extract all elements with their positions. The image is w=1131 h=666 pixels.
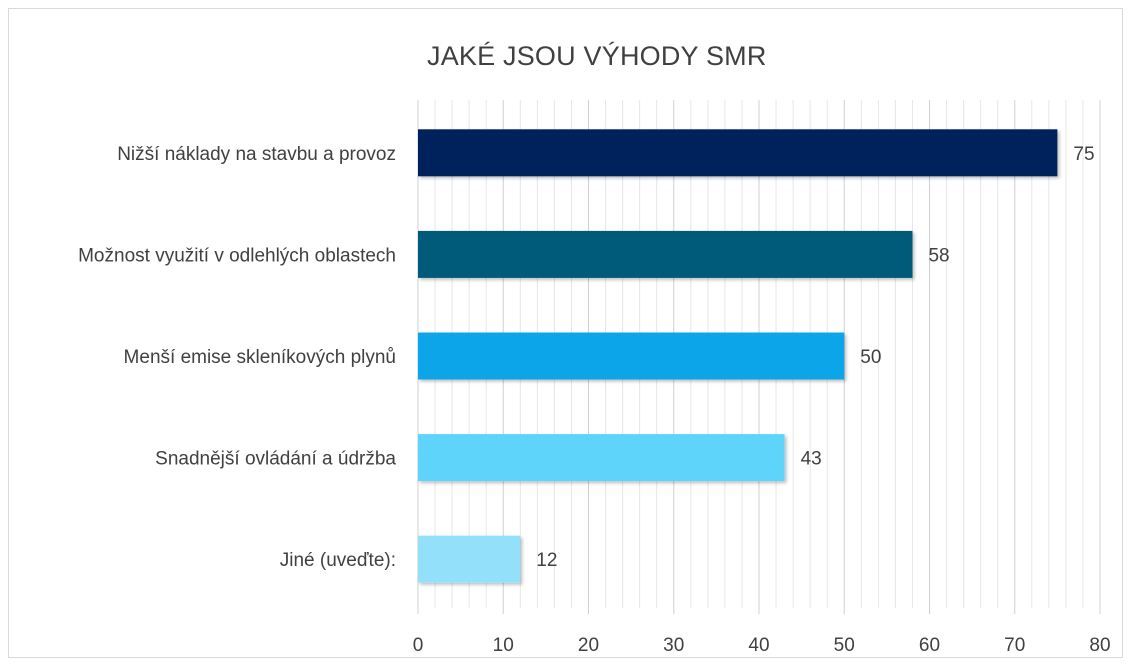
data-label: 58: [928, 245, 949, 266]
data-label: 12: [536, 550, 557, 571]
bar: [418, 434, 785, 482]
data-label: 50: [860, 347, 881, 368]
x-tick-label: 60: [919, 635, 940, 656]
category-label: Nižší náklady na stavbu a provoz: [117, 144, 396, 165]
category-label: Jiné (uveďte):: [280, 550, 396, 571]
x-tick-label: 70: [1004, 635, 1025, 656]
x-tick-label: 30: [663, 635, 684, 656]
x-tick-label: 20: [578, 635, 599, 656]
bar: [418, 535, 521, 583]
data-label: 75: [1073, 144, 1094, 165]
x-tick-label: 80: [1089, 635, 1110, 656]
category-label: Snadnější ovládání a údržba: [155, 449, 396, 470]
bar: [418, 230, 913, 278]
category-label: Menší emise skleníkových plynů: [124, 347, 396, 368]
category-label: Možnost využití v odlehlých oblastech: [78, 245, 396, 266]
chart-title: JAKÉ JSOU VÝHODY SMR: [427, 41, 767, 71]
x-tick-label: 0: [413, 635, 424, 656]
data-label: 43: [801, 449, 822, 470]
x-tick-label: 40: [748, 635, 769, 656]
bar: [418, 332, 845, 380]
bar: [418, 129, 1058, 177]
x-tick-label: 50: [834, 635, 855, 656]
x-tick-label: 10: [493, 635, 514, 656]
